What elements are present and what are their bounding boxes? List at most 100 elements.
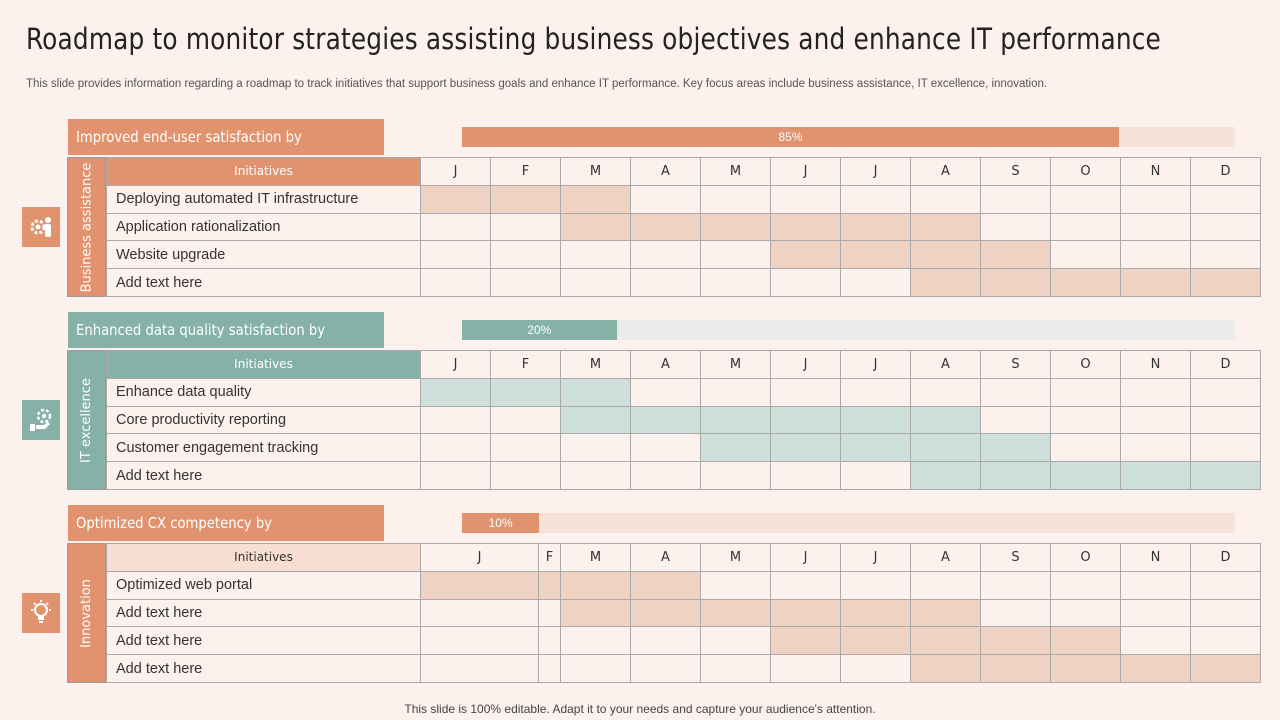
timeline-cell (910, 377, 981, 407)
month-header: S (980, 350, 1051, 379)
table-row: Add text here (106, 654, 1261, 683)
timeline-cell (560, 654, 631, 683)
timeline-cell (420, 598, 539, 628)
timeline-cell-active (840, 212, 911, 242)
timeline-cell (1190, 184, 1261, 214)
category-label-text: IT excellence (79, 377, 94, 463)
timeline-cell-active (560, 212, 631, 242)
timeline-cell (490, 268, 561, 297)
section-label-text: Enhanced data quality satisfaction by (76, 321, 326, 339)
timeline-cell-active (700, 405, 771, 435)
timeline-cell (980, 184, 1051, 214)
timeline-cell-active (910, 433, 981, 463)
timeline-cell (630, 654, 701, 683)
month-header: N (1120, 157, 1191, 186)
progress-fill: 20% (462, 320, 617, 340)
month-header: M (560, 350, 631, 379)
table-row: Optimized web portal (106, 570, 1261, 600)
table-row: Customer engagement tracking (106, 433, 1261, 463)
timeline-cell-active (770, 212, 841, 242)
footer-note: This slide is 100% editable. Adapt it to… (404, 702, 876, 716)
roadmap-table: Initiatives J F M A M J J A S O N D Enhance data qual… (106, 350, 1261, 490)
timeline-cell-active (910, 598, 981, 628)
timeline-cell-active (420, 377, 491, 407)
category-label: IT excellence (67, 350, 106, 490)
timeline-cell (910, 570, 981, 600)
timeline-cell-active (700, 212, 771, 242)
month-header: D (1190, 157, 1261, 186)
timeline-cell-active (910, 654, 981, 683)
timeline-cell (1050, 377, 1121, 407)
roadmap-section: Optimized CX competency by 10% Innovation I… (22, 505, 1262, 685)
timeline-cell (770, 461, 841, 490)
timeline-cell (770, 268, 841, 297)
timeline-cell (700, 461, 771, 490)
timeline-cell (538, 626, 561, 656)
roadmap-table: Initiatives J F M A M J J A S O N D Deploying automat… (106, 157, 1261, 297)
table-row: Application rationalization (106, 212, 1261, 242)
month-header: M (700, 157, 771, 186)
table-row: Add text here (106, 626, 1261, 656)
timeline-cell-active (980, 268, 1051, 297)
timeline-cell-active (980, 626, 1051, 656)
timeline-cell (630, 377, 701, 407)
timeline-cell (630, 268, 701, 297)
initiatives-header: Initiatives (106, 543, 421, 572)
timeline-cell (1190, 405, 1261, 435)
initiative-name: Enhance data quality (106, 377, 421, 407)
section-label: Improved end-user satisfaction by (68, 119, 384, 155)
timeline-cell (1120, 598, 1191, 628)
timeline-cell-active (630, 212, 701, 242)
month-header: F (490, 157, 561, 186)
timeline-cell-active (630, 598, 701, 628)
timeline-cell (980, 598, 1051, 628)
timeline-cell (840, 184, 911, 214)
timeline-cell (1120, 405, 1191, 435)
month-header: J (770, 543, 841, 572)
timeline-cell-active (980, 461, 1051, 490)
initiative-name: Add text here (106, 461, 421, 490)
timeline-cell-active (560, 184, 631, 214)
initiative-name: Add text here (106, 598, 421, 628)
timeline-cell (980, 405, 1051, 435)
table-row: Add text here (106, 598, 1261, 628)
initiative-name: Application rationalization (106, 212, 421, 242)
timeline-cell (770, 654, 841, 683)
timeline-cell-active (980, 654, 1051, 683)
timeline-cell (700, 570, 771, 600)
timeline-cell (1190, 626, 1261, 656)
timeline-cell (700, 377, 771, 407)
initiative-name: Add text here (106, 626, 421, 656)
page-subtitle: This slide provides information regardin… (26, 78, 1048, 90)
timeline-cell (560, 461, 631, 490)
header-row: Initiatives J F M A M J J A S O N D (106, 543, 1261, 572)
timeline-cell-active (840, 598, 911, 628)
timeline-cell (1050, 212, 1121, 242)
timeline-cell-active (770, 598, 841, 628)
timeline-cell (770, 570, 841, 600)
gear-person-icon (22, 207, 60, 247)
timeline-cell-active (910, 405, 981, 435)
month-header: M (700, 350, 771, 379)
progress-fill: 10% (462, 513, 540, 533)
header-row: Initiatives J F M A M J J A S O N D (106, 350, 1261, 379)
hand-gear-icon (22, 400, 60, 440)
timeline-cell-active (1120, 461, 1191, 490)
timeline-cell (700, 268, 771, 297)
timeline-cell (630, 433, 701, 463)
initiatives-header: Initiatives (106, 350, 421, 379)
timeline-cell (1120, 212, 1191, 242)
timeline-cell (1050, 405, 1121, 435)
timeline-cell (630, 184, 701, 214)
timeline-cell (420, 654, 539, 683)
month-header: J (420, 350, 491, 379)
timeline-cell-active (420, 570, 539, 600)
month-header: N (1120, 543, 1191, 572)
timeline-cell (840, 377, 911, 407)
initiative-name: Add text here (106, 654, 421, 683)
timeline-cell (700, 626, 771, 656)
month-header: A (910, 543, 981, 572)
timeline-cell (980, 377, 1051, 407)
initiative-name: Deploying automated IT infrastructure (106, 184, 421, 214)
timeline-cell-active (770, 240, 841, 270)
